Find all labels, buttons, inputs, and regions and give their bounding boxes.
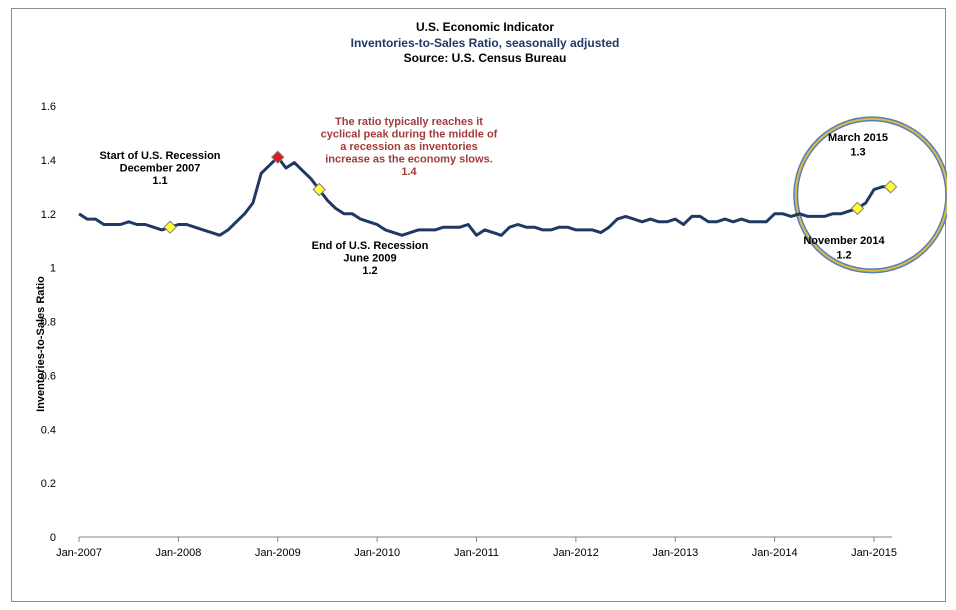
marker-2015-03 bbox=[883, 180, 898, 194]
annotation-march-2015-line-1: 1.3 bbox=[850, 147, 865, 159]
line-chart: U.S. Economic Indicator Inventories-to-S… bbox=[35, 20, 947, 559]
annotation-recession-end-line-2: 1.2 bbox=[362, 265, 377, 277]
annotation-peak-note-line-2: a recession as inventories bbox=[340, 141, 478, 153]
x-tick-label-3: Jan-2010 bbox=[354, 547, 400, 559]
annotation-peak-note-line-0: The ratio typically reaches it bbox=[335, 116, 483, 128]
annotation-march-2015-line-0: March 2015 bbox=[828, 132, 888, 144]
chart-source: Source: U.S. Census Bureau bbox=[404, 51, 567, 65]
series-line bbox=[78, 155, 891, 237]
annotation-recession-start: Start of U.S. Recession December 2007 1.1 bbox=[99, 150, 220, 187]
annotation-november-2014: November 2014 1.2 bbox=[803, 235, 885, 262]
highlight-circle-inner bbox=[794, 117, 947, 272]
y-tick-label-4: 0.8 bbox=[41, 317, 56, 329]
y-axis-label: Inventories-to-Sales Ratio bbox=[35, 276, 47, 412]
annotation-peak-note-line-1: cyclical peak during the middle of bbox=[321, 129, 498, 141]
x-tick-label-4: Jan-2011 bbox=[454, 547, 499, 559]
chart-title: U.S. Economic Indicator bbox=[416, 20, 554, 34]
y-axis-ticks: 0 0.2 0.4 0.6 0.8 1 1.2 1.4 1.6 bbox=[41, 101, 56, 544]
marker-2009-01 bbox=[271, 150, 285, 164]
annotation-march-2015: March 2015 1.3 bbox=[828, 132, 888, 159]
x-tick-label-7: Jan-2014 bbox=[752, 547, 798, 559]
annotation-peak-note: The ratio typically reaches it cyclical p… bbox=[321, 116, 498, 178]
y-tick-label-5: 1 bbox=[50, 263, 56, 275]
x-tick-label-1: Jan-2008 bbox=[155, 547, 201, 559]
annotation-november-2014-line-1: 1.2 bbox=[836, 250, 851, 262]
x-axis-ticks: Jan-2007 Jan-2008 Jan-2009 Jan-2010 Jan-2011… bbox=[56, 537, 897, 559]
x-tick-label-6: Jan-2013 bbox=[652, 547, 698, 559]
y-tick-label-1: 0.2 bbox=[41, 478, 56, 490]
annotation-recession-end: End of U.S. Recession June 2009 1.2 bbox=[312, 240, 429, 277]
y-tick-label-7: 1.4 bbox=[41, 155, 56, 167]
highlight-circle bbox=[793, 116, 947, 274]
annotation-recession-end-line-0: End of U.S. Recession bbox=[312, 240, 429, 252]
marker-2007-12 bbox=[163, 220, 177, 234]
marker-2014-11 bbox=[850, 201, 865, 216]
annotation-peak-note-line-4: 1.4 bbox=[401, 166, 417, 178]
annotation-peak-note-line-3: increase as the economy slows. bbox=[325, 154, 493, 166]
chart-subtitle: Inventories-to-Sales Ratio, seasonally a… bbox=[351, 36, 620, 50]
data-markers bbox=[163, 150, 898, 234]
x-tick-label-0: Jan-2007 bbox=[56, 547, 102, 559]
y-tick-label-0: 0 bbox=[50, 532, 56, 544]
annotation-recession-start-line-1: December 2007 bbox=[120, 163, 201, 175]
chart-frame: U.S. Economic Indicator Inventories-to-S… bbox=[11, 8, 947, 602]
x-tick-label-2: Jan-2009 bbox=[255, 547, 301, 559]
x-tick-label-5: Jan-2012 bbox=[553, 547, 599, 559]
y-tick-label-6: 1.2 bbox=[41, 209, 56, 221]
marker-2009-06 bbox=[312, 182, 326, 197]
y-tick-label-2: 0.4 bbox=[41, 424, 56, 436]
annotations: Start of U.S. Recession December 2007 1.1 T… bbox=[99, 116, 887, 277]
x-tick-label-8: Jan-2015 bbox=[851, 547, 897, 559]
annotation-recession-end-line-1: June 2009 bbox=[343, 253, 396, 265]
annotation-recession-start-line-0: Start of U.S. Recession bbox=[99, 150, 220, 162]
y-tick-label-8: 1.6 bbox=[41, 101, 56, 113]
annotation-november-2014-line-0: November 2014 bbox=[803, 235, 885, 247]
annotation-recession-start-line-2: 1.1 bbox=[152, 175, 167, 187]
y-tick-label-3: 0.6 bbox=[41, 370, 56, 382]
